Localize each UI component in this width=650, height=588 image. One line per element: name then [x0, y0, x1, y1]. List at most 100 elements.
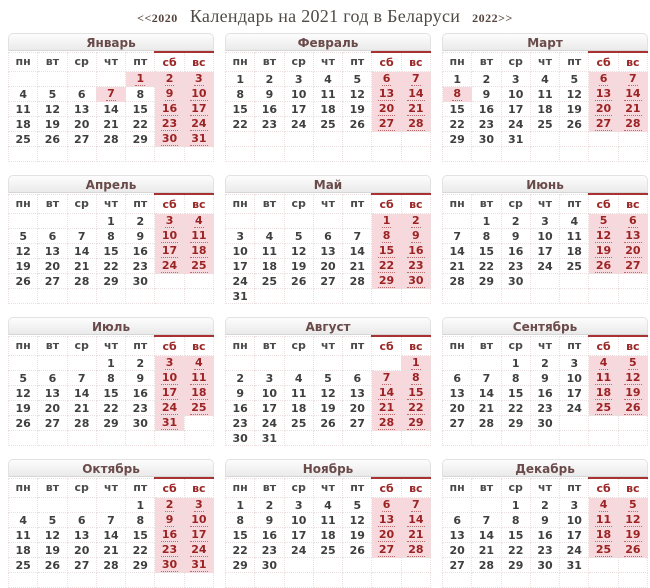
- day-cell[interactable]: 13: [617, 228, 649, 244]
- day-cell[interactable]: 7: [400, 71, 432, 87]
- day-cell[interactable]: 12: [588, 228, 619, 244]
- day-cell[interactable]: 12: [617, 370, 649, 386]
- day-cell[interactable]: 11: [588, 370, 619, 386]
- day-cell[interactable]: 17: [183, 101, 215, 117]
- day-cell[interactable]: 6: [371, 71, 402, 87]
- day-cell[interactable]: 10: [183, 512, 215, 528]
- day-cell[interactable]: 6: [588, 71, 619, 87]
- day-cell[interactable]: 31: [183, 131, 215, 147]
- day-cell[interactable]: 11: [588, 512, 619, 528]
- day-cell[interactable]: 18: [183, 243, 215, 259]
- day-cell[interactable]: 18: [588, 527, 619, 543]
- day-cell[interactable]: 1: [125, 71, 156, 87]
- day-cell[interactable]: 2: [154, 497, 185, 513]
- day-cell[interactable]: 25: [183, 258, 215, 274]
- day-cell[interactable]: 2: [154, 71, 185, 87]
- day-cell[interactable]: 27: [617, 258, 649, 274]
- day-cell[interactable]: 23: [154, 116, 185, 132]
- day-cell[interactable]: 6: [371, 497, 402, 513]
- day-cell[interactable]: 31: [183, 557, 215, 573]
- prev-year-link[interactable]: <<2020: [137, 11, 178, 25]
- day-cell[interactable]: 18: [588, 385, 619, 401]
- day-cell[interactable]: 15: [371, 243, 402, 259]
- day-cell[interactable]: 20: [588, 101, 619, 117]
- day-cell[interactable]: 5: [617, 497, 649, 513]
- day-cell[interactable]: 22: [371, 258, 402, 274]
- day-cell[interactable]: 10: [154, 228, 185, 244]
- day-cell[interactable]: 14: [617, 86, 649, 102]
- day-cell[interactable]: 17: [154, 243, 185, 259]
- day-cell[interactable]: 28: [617, 116, 649, 132]
- day-cell[interactable]: 24: [183, 116, 215, 132]
- day-cell[interactable]: 5: [588, 213, 619, 229]
- day-cell[interactable]: 11: [183, 228, 215, 244]
- day-cell[interactable]: 21: [371, 400, 402, 416]
- day-cell[interactable]: 30: [154, 131, 185, 147]
- day-cell[interactable]: 7: [371, 370, 402, 386]
- day-cell[interactable]: 24: [183, 542, 215, 558]
- day-cell[interactable]: 12: [617, 512, 649, 528]
- day-cell[interactable]: 25: [183, 400, 215, 416]
- day-cell[interactable]: 8: [371, 228, 402, 244]
- day-cell[interactable]: 21: [617, 101, 649, 117]
- day-cell[interactable]: 7: [400, 497, 432, 513]
- day-cell[interactable]: 8: [441, 86, 473, 102]
- day-cell[interactable]: 27: [371, 116, 402, 132]
- day-cell[interactable]: 28: [400, 116, 432, 132]
- day-cell[interactable]: 13: [371, 512, 402, 528]
- day-cell[interactable]: 20: [617, 243, 649, 259]
- day-cell[interactable]: 13: [371, 86, 402, 102]
- day-cell[interactable]: 27: [588, 116, 619, 132]
- day-cell[interactable]: 31: [154, 415, 185, 431]
- day-cell[interactable]: 3: [183, 71, 215, 87]
- day-cell[interactable]: 23: [154, 542, 185, 558]
- day-cell[interactable]: 16: [154, 527, 185, 543]
- day-cell[interactable]: 14: [400, 512, 432, 528]
- day-cell[interactable]: 27: [371, 542, 402, 558]
- day-cell[interactable]: 14: [371, 385, 402, 401]
- next-year-link[interactable]: 2022>>: [472, 11, 513, 25]
- day-cell[interactable]: 26: [617, 400, 649, 416]
- day-cell[interactable]: 9: [400, 228, 432, 244]
- day-cell[interactable]: 26: [588, 258, 619, 274]
- day-cell[interactable]: 10: [183, 86, 215, 102]
- day-cell[interactable]: 1: [400, 355, 432, 371]
- day-cell[interactable]: 14: [400, 86, 432, 102]
- day-cell[interactable]: 3: [183, 497, 215, 513]
- day-cell[interactable]: 4: [588, 355, 619, 371]
- day-cell[interactable]: 4: [183, 355, 215, 371]
- day-cell[interactable]: 6: [617, 213, 649, 229]
- day-cell[interactable]: 11: [183, 370, 215, 386]
- day-cell[interactable]: 2: [400, 213, 432, 229]
- day-cell[interactable]: 23: [400, 258, 432, 274]
- day-cell[interactable]: 13: [588, 86, 619, 102]
- day-cell[interactable]: 19: [617, 527, 649, 543]
- day-cell[interactable]: 25: [588, 542, 619, 558]
- day-cell[interactable]: 17: [154, 385, 185, 401]
- day-cell[interactable]: 19: [588, 243, 619, 259]
- day-cell[interactable]: 28: [371, 415, 402, 431]
- day-cell[interactable]: 8: [400, 370, 432, 386]
- day-cell[interactable]: 30: [400, 273, 432, 289]
- day-cell[interactable]: 24: [154, 258, 185, 274]
- day-cell[interactable]: 19: [617, 385, 649, 401]
- day-cell[interactable]: 29: [400, 415, 432, 431]
- day-cell[interactable]: 9: [154, 86, 185, 102]
- day-cell[interactable]: 28: [400, 542, 432, 558]
- day-cell[interactable]: 5: [617, 355, 649, 371]
- day-cell[interactable]: 25: [588, 400, 619, 416]
- day-cell[interactable]: 15: [400, 385, 432, 401]
- day-cell[interactable]: 3: [154, 213, 185, 229]
- day-cell[interactable]: 20: [371, 101, 402, 117]
- day-cell[interactable]: 30: [154, 557, 185, 573]
- day-cell[interactable]: 22: [400, 400, 432, 416]
- day-cell[interactable]: 4: [183, 213, 215, 229]
- day-cell[interactable]: 7: [617, 71, 649, 87]
- day-cell[interactable]: 4: [588, 497, 619, 513]
- day-cell[interactable]: 1: [371, 213, 402, 229]
- day-cell[interactable]: 21: [400, 101, 432, 117]
- day-cell[interactable]: 3: [154, 355, 185, 371]
- day-cell[interactable]: 20: [371, 527, 402, 543]
- day-cell[interactable]: 24: [154, 400, 185, 416]
- day-cell[interactable]: 18: [183, 385, 215, 401]
